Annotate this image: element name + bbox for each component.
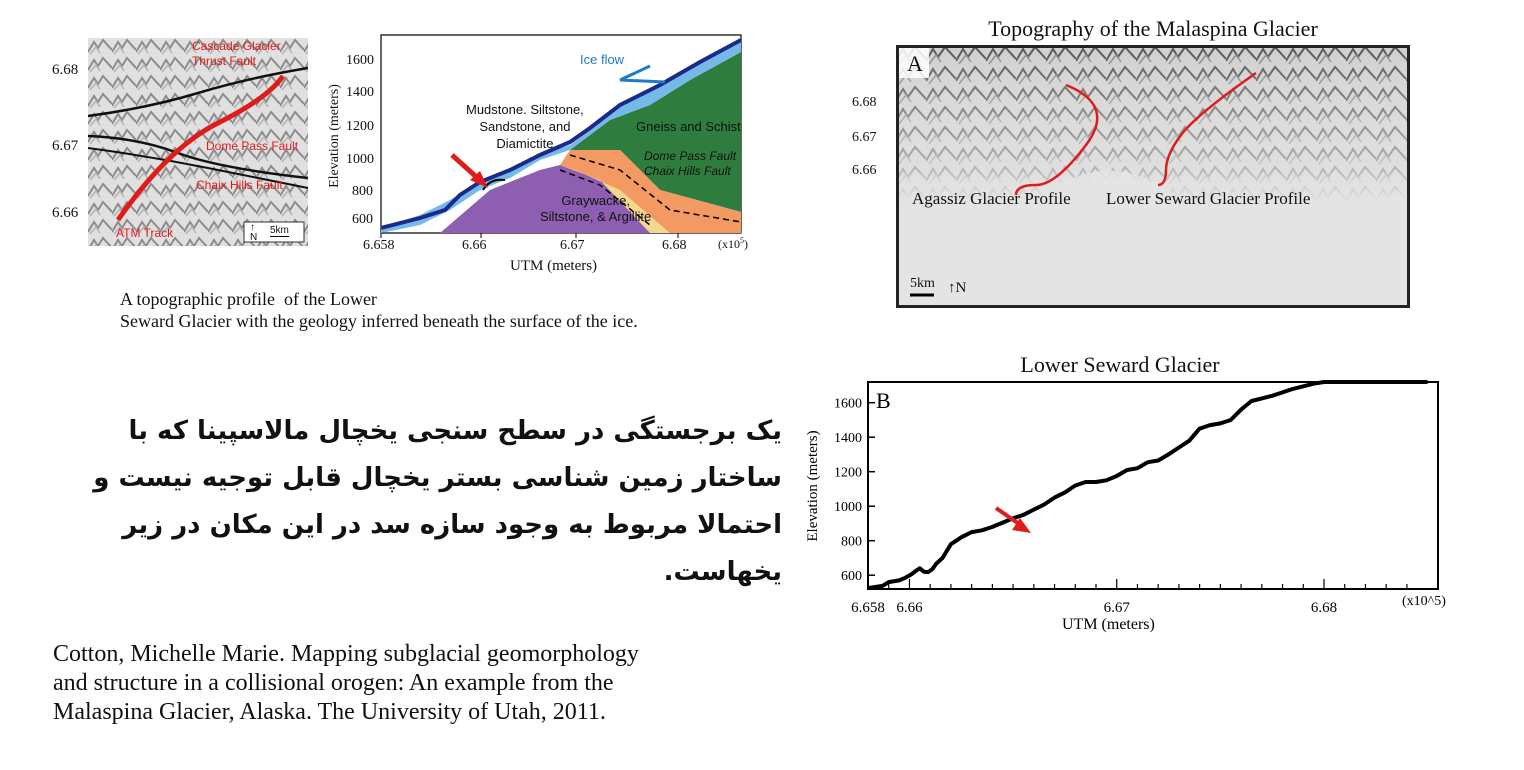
panel-b-x-tick-label: 6.658 xyxy=(851,600,885,616)
map-y-tick-3: 6.66 xyxy=(52,205,79,221)
fault-map xyxy=(87,38,309,246)
panel-b-chart: B 1600 1400 1200 1000 800 600 6.658 6.66 6.67 6.6… xyxy=(805,380,1446,633)
panel-b-ylabel: Elevation (meters) xyxy=(805,430,821,541)
chaix-hills-fault-line xyxy=(87,147,309,189)
map-north-label: ↑ N xyxy=(250,222,258,243)
panel-b-x-multiplier: (x10^5) xyxy=(1402,594,1446,609)
geology-y-tick-800: 800 xyxy=(352,184,373,199)
geology-xlabel: UTM (meters) xyxy=(510,258,598,274)
geology-ylabel: Elevation (meters) xyxy=(327,84,342,188)
geology-y-tick-1600: 1600 xyxy=(346,53,374,68)
graywacke-label: Graywacke, Siltstone, & Argillite xyxy=(540,193,652,224)
panel-b-title: Lower Seward Glacier xyxy=(1020,352,1220,377)
geology-y-tick-1000: 1000 xyxy=(346,152,374,167)
geology-x-tick-3: 6.67 xyxy=(560,238,585,253)
panel-b-y-tick-label: 1400 xyxy=(834,431,862,446)
panel-a-map xyxy=(896,45,1410,308)
scale-box xyxy=(243,221,305,243)
seward-profile-line xyxy=(1157,71,1257,187)
figure-caption: A topographic profile of the Lower Sewar… xyxy=(120,289,638,331)
agassiz-profile-line xyxy=(1014,83,1099,196)
map-scale-label: 5km xyxy=(270,225,289,237)
graywacke-area xyxy=(440,165,650,233)
gneiss-label: Gneiss and Schist xyxy=(636,119,741,134)
ice-flow-label: Ice flow xyxy=(580,52,625,67)
mudstone-label: Mudstone. Siltstone, Sandstone, and Diam… xyxy=(466,102,584,151)
panel-b-red-arrow xyxy=(994,506,1031,533)
geology-y-tick-1400: 1400 xyxy=(346,85,374,100)
geology-y-tick-600: 600 xyxy=(352,212,373,227)
panel-a-letter: A xyxy=(907,51,923,76)
panel-a-y-tick-3: 6.66 xyxy=(852,163,877,178)
panel-a-title: Topography of the Malaspina Glacier xyxy=(988,16,1318,41)
atm-track-label: ATM Track xyxy=(116,226,174,240)
map-y-tick-2: 6.67 xyxy=(52,138,79,154)
geology-x-tick-4: 6.68 xyxy=(662,238,687,253)
seward-elevation-line xyxy=(867,380,1428,591)
panel-a-y-tick-2: 6.67 xyxy=(852,130,877,145)
map-y-tick-1: 6.68 xyxy=(52,62,79,78)
dome-pass-fault-label: Dome Pass Fault xyxy=(206,139,299,153)
cascade-fault-label: Cascade Glacier Thrust Fault xyxy=(192,39,281,68)
faults-label: Dome Pass Fault Chaix Hills Fault xyxy=(644,149,737,178)
ice-flow-arrow xyxy=(619,64,666,84)
chaix-hills-fault-label: Chaix Hills Fault xyxy=(196,178,283,192)
panel-b-xlabel: UTM (meters) xyxy=(1062,616,1155,633)
fault-map-image xyxy=(87,38,309,246)
panel-a-map-svg xyxy=(896,45,1410,308)
panel-b-x-tick-label: 6.66 xyxy=(896,600,923,616)
panel-b-y-tick-label: 800 xyxy=(841,535,862,550)
panel-b-x-tick-label: 6.68 xyxy=(1311,600,1337,616)
panel-b-y-tick-label: 1000 xyxy=(834,500,862,515)
panel-b-letter: B xyxy=(876,388,891,413)
geology-x-tick-2: 6.66 xyxy=(462,238,487,253)
panel-b-frame xyxy=(867,381,1439,590)
fault-dash-2 xyxy=(559,169,651,226)
panel-b-y-tick-label: 1200 xyxy=(834,466,862,481)
cascade-fault-line xyxy=(87,66,309,118)
seward-profile-label: Lower Seward Glacier Profile xyxy=(1106,189,1311,208)
ice-surface-line xyxy=(380,38,742,230)
persian-paragraph: یک برجستگی در سطح سنجی یخچال مالاسپینا ک… xyxy=(93,416,782,587)
agassiz-profile-label: Agassiz Glacier Profile xyxy=(912,189,1071,208)
panel-b-y-tick-label: 1600 xyxy=(834,397,862,412)
geology-x-multiplier: (x105) xyxy=(718,236,748,251)
panel-b-x-tick-label: 6.67 xyxy=(1104,600,1131,616)
gneiss-area xyxy=(570,52,741,212)
geology-x-tick-1: 6.658 xyxy=(363,238,395,253)
geology-y-tick-1200: 1200 xyxy=(346,119,374,134)
panel-a-scale-label: 5km xyxy=(910,276,935,291)
citation: Cotton, Michelle Marie. Mapping subglaci… xyxy=(53,641,639,725)
bump-outline xyxy=(482,178,506,191)
panel-a-y-tick-1: 6.68 xyxy=(852,95,877,110)
fault-zone-area xyxy=(560,150,741,233)
panel-b-y-tick-label: 600 xyxy=(841,569,862,584)
atm-track-line xyxy=(115,74,286,222)
fault-dash-1 xyxy=(569,154,742,223)
geology-profile xyxy=(320,30,760,280)
panel-a-north-label: ↑N xyxy=(948,280,967,296)
geology-profile-svg xyxy=(380,34,742,238)
